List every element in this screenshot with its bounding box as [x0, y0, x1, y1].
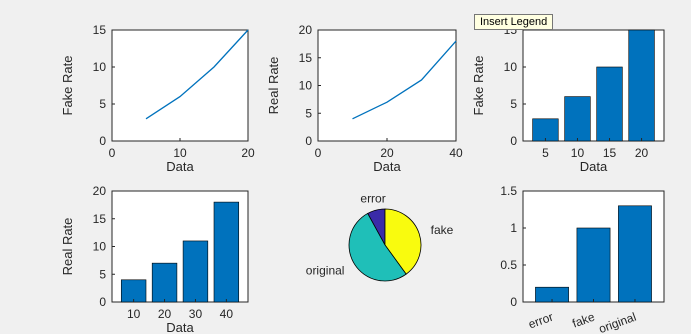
pie-slice-fake	[384, 208, 422, 275]
pie-label-error: error	[360, 192, 385, 206]
x-tick-label-2: 20	[635, 146, 649, 160]
y-tick-label-3: 20	[93, 184, 107, 198]
y-tick-label-5: 0.5	[500, 258, 517, 272]
y-tick-label-0: 10	[93, 60, 107, 74]
y-tick-label-0: 0	[99, 134, 106, 148]
bar-40	[213, 201, 240, 303]
bar-original	[618, 205, 652, 303]
x-tick-label-3: 10	[127, 307, 141, 321]
pie-slice-original	[348, 212, 407, 282]
bar-20	[628, 29, 655, 142]
bar-10	[120, 279, 147, 303]
axes-box-1	[317, 29, 457, 142]
y-axis-label-3: Real Rate	[60, 218, 75, 276]
y-axis-label-1: Real Rate	[266, 57, 281, 115]
y-tick-label-2: 0	[510, 134, 517, 148]
y-axis-label-2: Fake Rate	[471, 56, 486, 116]
x-tick-label-2: 10	[571, 146, 585, 160]
x-tick-label-5: fake	[570, 310, 596, 331]
x-axis-label-0: Data	[166, 159, 194, 174]
x-axis-label-2: Data	[580, 159, 608, 174]
x-tick-label-1: 0	[315, 146, 322, 160]
y-tick-label-1: 15	[299, 51, 313, 65]
x-tick-label-5: original	[597, 310, 638, 334]
y-tick-label-3: 15	[93, 212, 107, 226]
insert-legend-tooltip: Insert Legend	[474, 14, 554, 30]
x-tick-label-0: 10	[173, 146, 187, 160]
bar-20	[151, 262, 178, 303]
pie-label-fake: fake	[431, 223, 454, 237]
y-axis-label-0: Fake Rate	[60, 56, 75, 116]
x-tick-label-2: 5	[542, 146, 549, 160]
x-axis-label-1: Data	[373, 159, 401, 174]
bar-15	[596, 66, 623, 142]
series-line-1	[352, 40, 457, 120]
y-tick-label-1: 10	[299, 79, 313, 93]
series-line-0	[145, 29, 249, 120]
x-axis-label-3: Data	[166, 320, 194, 334]
x-tick-label-5: error	[526, 310, 555, 332]
x-tick-label-3: 40	[220, 307, 234, 321]
y-tick-label-3: 10	[93, 240, 107, 254]
y-tick-label-1: 5	[305, 106, 312, 120]
y-tick-label-1: 0	[305, 134, 312, 148]
x-tick-label-2: 15	[603, 146, 617, 160]
y-tick-label-1: 20	[299, 23, 313, 37]
pie-label-original: original	[306, 264, 345, 278]
x-tick-label-3: 20	[158, 307, 172, 321]
y-tick-label-3: 0	[99, 295, 106, 309]
y-tick-label-5: 0	[510, 295, 517, 309]
x-tick-label-1: 20	[380, 146, 394, 160]
x-tick-label-3: 30	[189, 307, 203, 321]
bar-fake	[576, 227, 611, 303]
bar-30	[182, 240, 209, 303]
y-tick-label-0: 15	[93, 23, 107, 37]
y-tick-label-5: 1	[510, 221, 517, 235]
axes-box-0	[111, 29, 249, 142]
x-tick-label-0: 20	[241, 146, 255, 160]
y-tick-label-2: 5	[510, 97, 517, 111]
bar-5	[532, 118, 559, 142]
y-tick-label-2: 10	[504, 60, 518, 74]
bar-10	[564, 96, 591, 142]
y-tick-label-0: 5	[99, 97, 106, 111]
y-tick-label-5: 1.5	[500, 184, 517, 198]
x-tick-label-0: 0	[109, 146, 116, 160]
y-tick-label-3: 5	[99, 267, 106, 281]
x-tick-label-1: 40	[449, 146, 463, 160]
